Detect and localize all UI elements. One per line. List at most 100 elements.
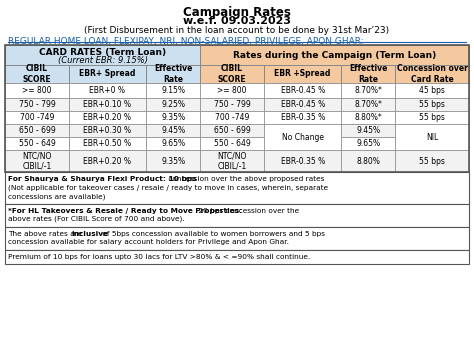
Bar — [5, 65, 69, 83]
Bar — [69, 111, 146, 124]
Bar — [200, 150, 264, 172]
Text: CARD RATES (Term Loan): CARD RATES (Term Loan) — [39, 48, 166, 56]
Text: 55 bps: 55 bps — [419, 100, 445, 109]
Bar — [146, 137, 200, 150]
Text: The above rates are: The above rates are — [8, 231, 84, 237]
Text: EBR-0.35 %: EBR-0.35 % — [281, 157, 325, 166]
Text: 8.70%*: 8.70%* — [355, 86, 383, 95]
Text: 8.80%: 8.80% — [356, 157, 380, 166]
Bar — [69, 150, 146, 172]
Text: >= 800: >= 800 — [218, 86, 247, 95]
Text: concession available for salary account holders for Privilege and Apon Ghar.: concession available for salary account … — [8, 239, 289, 245]
Text: 9.45%: 9.45% — [356, 126, 381, 135]
Bar — [146, 150, 200, 172]
Text: EBR+0 %: EBR+0 % — [90, 86, 126, 95]
Bar — [5, 150, 69, 172]
Bar — [264, 98, 341, 111]
Bar — [341, 124, 395, 137]
Bar — [200, 137, 264, 150]
Text: 750 - 799: 750 - 799 — [18, 100, 55, 109]
Bar — [341, 65, 395, 83]
Text: 750 - 799: 750 - 799 — [214, 100, 250, 109]
Text: EBR+0.30 %: EBR+0.30 % — [83, 126, 132, 135]
Bar — [395, 65, 469, 83]
Bar — [264, 124, 341, 150]
Bar — [5, 45, 469, 172]
Text: Effective
Rate: Effective Rate — [349, 64, 388, 84]
Text: >= 800: >= 800 — [22, 86, 52, 95]
Bar — [69, 83, 146, 98]
Bar — [146, 83, 200, 98]
Text: REGULAR HOME LOAN, FLEXIPAY, NRI, NON-SALARIED, PRIVILEGE, APON GHAR:: REGULAR HOME LOAN, FLEXIPAY, NRI, NON-SA… — [8, 37, 364, 46]
Bar — [395, 124, 469, 150]
Text: *For HL Takeovers & Resale / Ready to Move Properties:: *For HL Takeovers & Resale / Ready to Mo… — [8, 208, 242, 214]
Bar — [5, 250, 469, 264]
Bar — [341, 111, 395, 124]
Text: NTC/NO
CIBIL/-1: NTC/NO CIBIL/-1 — [22, 151, 52, 171]
Text: above rates (For CIBIL Score of 700 and above).: above rates (For CIBIL Score of 700 and … — [8, 216, 185, 223]
Bar — [200, 98, 264, 111]
Text: (Current EBR: 9.15%): (Current EBR: 9.15%) — [57, 55, 147, 65]
Text: CIBIL
SCORE: CIBIL SCORE — [218, 64, 246, 84]
Text: EBR+0.10 %: EBR+0.10 % — [83, 100, 131, 109]
Text: EBR+0.20 %: EBR+0.20 % — [83, 157, 131, 166]
Bar — [264, 111, 341, 124]
Bar — [264, 65, 341, 83]
Text: 9.25%: 9.25% — [161, 100, 185, 109]
Text: 550 - 649: 550 - 649 — [214, 139, 250, 148]
Bar — [5, 172, 469, 203]
Bar — [264, 83, 341, 98]
Bar — [341, 150, 395, 172]
Bar — [146, 111, 200, 124]
Bar — [69, 98, 146, 111]
Text: NIL: NIL — [426, 132, 438, 142]
Bar — [5, 83, 69, 98]
Text: Premium of 10 bps for loans upto 30 lacs for LTV >80% & < =90% shall continue.: Premium of 10 bps for loans upto 30 lacs… — [8, 254, 310, 260]
Text: 9.65%: 9.65% — [161, 139, 185, 148]
Bar — [5, 98, 69, 111]
Bar — [264, 150, 341, 172]
Bar — [200, 111, 264, 124]
Bar — [5, 45, 200, 65]
Bar — [146, 124, 200, 137]
Bar — [146, 98, 200, 111]
Text: For Shaurya & Shaurya Flexi Product: 10 bps: For Shaurya & Shaurya Flexi Product: 10 … — [8, 176, 196, 182]
Text: EBR-0.45 %: EBR-0.45 % — [281, 86, 325, 95]
Text: 20 bps concession over the: 20 bps concession over the — [196, 208, 299, 214]
Text: Concession over
Card Rate: Concession over Card Rate — [397, 64, 468, 84]
Text: EBR +Spread: EBR +Spread — [274, 69, 331, 79]
Text: EBR+ Spread: EBR+ Spread — [79, 69, 136, 79]
Text: of 5bps concession available to women borrowers and 5 bps: of 5bps concession available to women bo… — [100, 231, 325, 237]
Bar — [146, 65, 200, 83]
Text: No Change: No Change — [282, 132, 324, 142]
Bar — [200, 65, 264, 83]
Bar — [341, 83, 395, 98]
Text: 45 bps: 45 bps — [419, 86, 445, 95]
Text: NTC/NO
CIBIL/-1: NTC/NO CIBIL/-1 — [218, 151, 247, 171]
Text: concessions are available): concessions are available) — [8, 193, 106, 199]
Bar — [5, 111, 69, 124]
Text: Campaign Rates: Campaign Rates — [183, 6, 291, 19]
Text: 650 - 699: 650 - 699 — [214, 126, 250, 135]
Text: EBR-0.35 %: EBR-0.35 % — [281, 113, 325, 122]
Bar — [200, 45, 469, 65]
Text: 550 - 649: 550 - 649 — [18, 139, 55, 148]
Text: 700 -749: 700 -749 — [215, 113, 249, 122]
Text: EBR-0.45 %: EBR-0.45 % — [281, 100, 325, 109]
Text: 55 bps: 55 bps — [419, 157, 445, 166]
Text: 55 bps: 55 bps — [419, 113, 445, 122]
Bar — [200, 83, 264, 98]
Text: inclusive: inclusive — [71, 231, 108, 237]
Text: 9.15%: 9.15% — [161, 86, 185, 95]
Bar — [5, 124, 69, 137]
Text: (Not applicable for takeover cases / resale / ready to move in cases, wherein, s: (Not applicable for takeover cases / res… — [8, 184, 328, 191]
Text: 700 -749: 700 -749 — [20, 113, 54, 122]
Text: EBR+0.50 %: EBR+0.50 % — [83, 139, 132, 148]
Text: 9.45%: 9.45% — [161, 126, 185, 135]
Text: 8.70%*: 8.70%* — [355, 100, 383, 109]
Bar — [395, 98, 469, 111]
Bar — [69, 137, 146, 150]
Text: concession over the above proposed rates: concession over the above proposed rates — [166, 176, 324, 182]
Bar — [5, 203, 469, 226]
Text: (First Disbursement in the loan account to be done by 31st Mar’23): (First Disbursement in the loan account … — [84, 26, 390, 35]
